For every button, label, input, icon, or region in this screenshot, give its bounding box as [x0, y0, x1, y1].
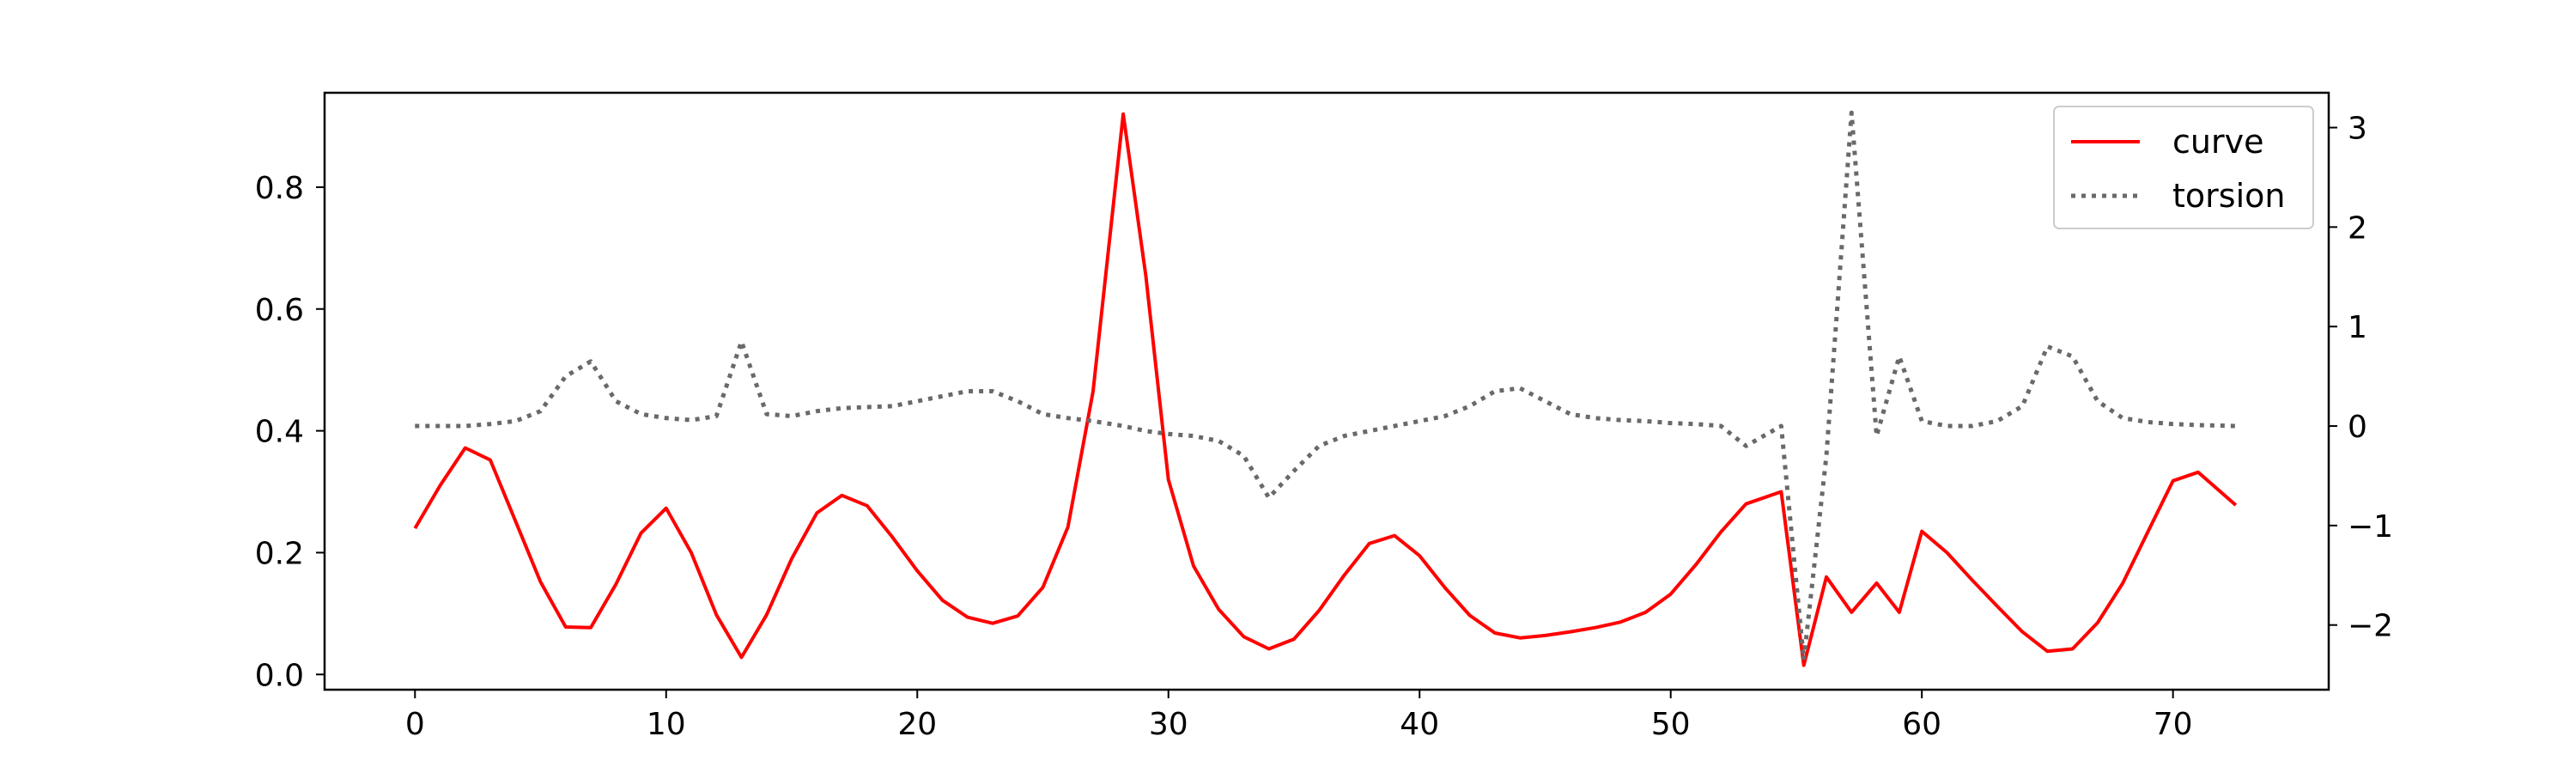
right-y-tick-label: 3 [2348, 112, 2367, 147]
legend-label-torsion: torsion [2172, 177, 2285, 215]
right-y-tick-label: −2 [2348, 609, 2393, 644]
left-y-tick-label: 0.8 [255, 171, 304, 206]
legend-label-curve: curve [2172, 123, 2263, 161]
x-tick-label: 70 [2154, 707, 2193, 742]
x-tick-label: 50 [1651, 707, 1691, 742]
legend-frame [2053, 106, 2314, 229]
left-y-axis-ticks: 0.0 0.2 0.4 0.6 0.8 [255, 171, 325, 693]
x-tick-label: 60 [1902, 707, 1941, 742]
plot-area-border [323, 91, 2330, 691]
series-line-curve [413, 112, 2238, 667]
right-y-tick-label: −1 [2348, 509, 2393, 545]
legend: curve torsion [2053, 106, 2314, 229]
plot-lines [413, 110, 2238, 667]
axes-frame [323, 91, 2330, 691]
x-tick-label: 0 [405, 707, 425, 742]
x-axis-ticks: 0 10 20 30 40 50 60 70 [405, 690, 2193, 742]
right-y-axis-ticks: −2 −1 0 1 2 3 [2329, 112, 2393, 644]
x-tick-label: 30 [1149, 707, 1188, 742]
left-y-tick-label: 0.2 [255, 536, 304, 571]
x-tick-label: 40 [1400, 707, 1439, 742]
right-y-tick-label: 1 [2348, 310, 2367, 345]
left-y-tick-label: 0.4 [255, 415, 304, 450]
x-tick-label: 20 [897, 707, 937, 742]
left-y-tick-label: 0.0 [255, 658, 304, 693]
series-line-torsion [415, 110, 2236, 662]
right-y-tick-label: 0 [2348, 410, 2367, 445]
left-y-tick-label: 0.6 [255, 293, 304, 328]
x-tick-label: 10 [647, 707, 686, 742]
right-y-tick-label: 2 [2348, 210, 2367, 246]
